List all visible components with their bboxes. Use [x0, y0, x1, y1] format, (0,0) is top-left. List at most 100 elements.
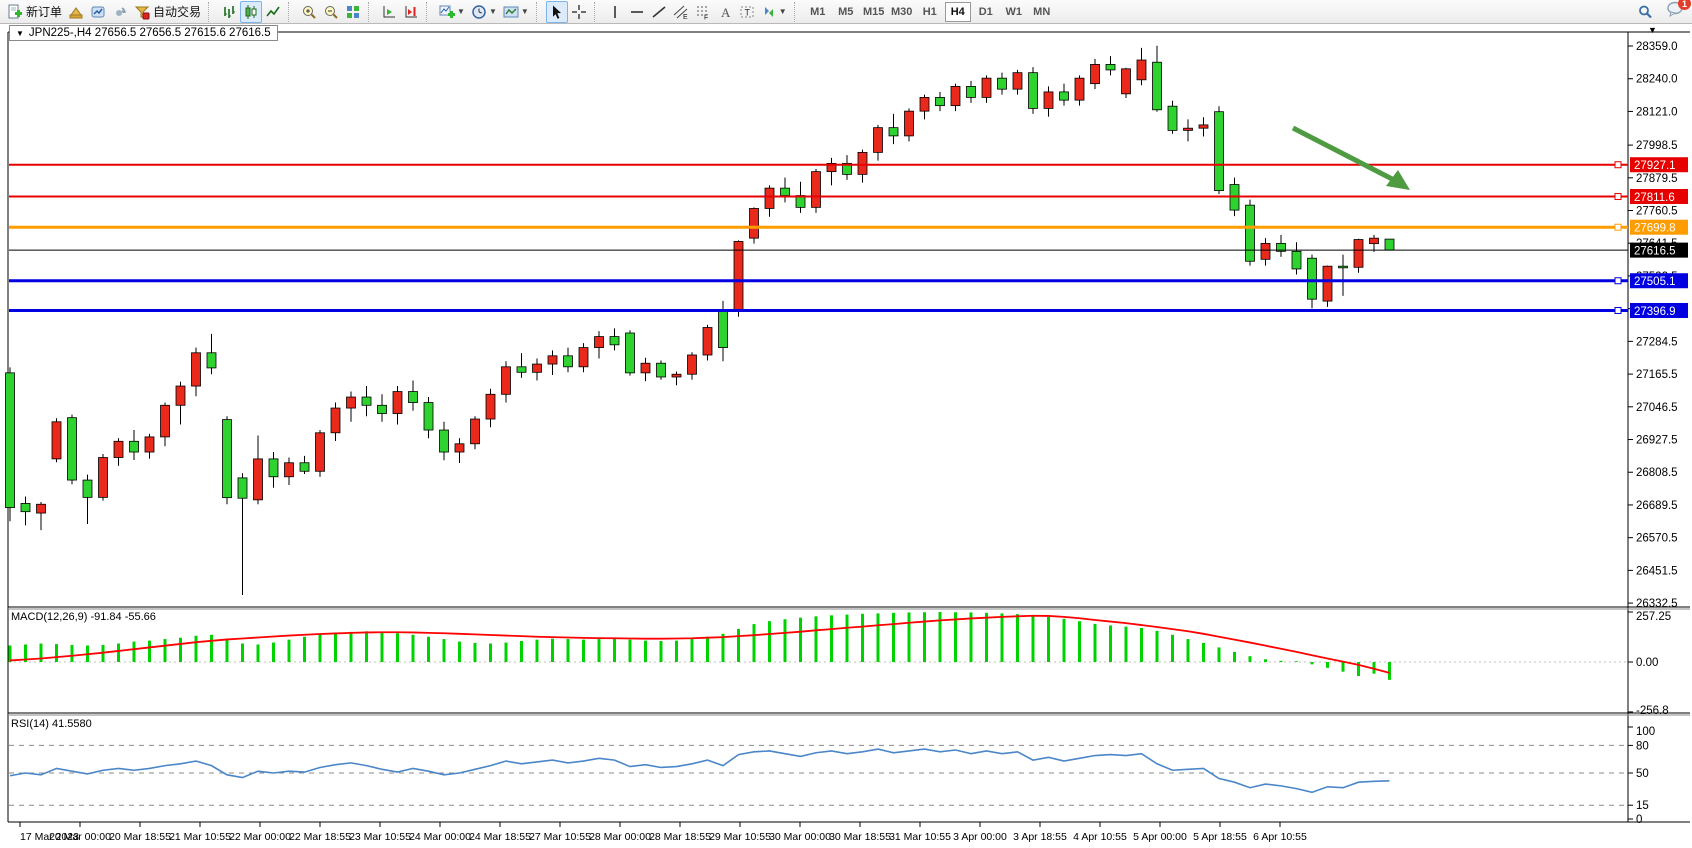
candle[interactable] — [392, 391, 403, 414]
timeframe-button-h1[interactable]: H1 — [922, 5, 937, 18]
candle[interactable] — [1260, 242, 1271, 260]
chart-title-box[interactable]: ▼ JPN225-,H4 27656.5 27656.5 27615.6 2761… — [9, 25, 278, 41]
bar-chart-button[interactable] — [218, 1, 240, 23]
candle[interactable] — [268, 458, 279, 478]
timeframe-button-w1[interactable]: W1 — [1005, 5, 1022, 18]
candle[interactable] — [516, 366, 527, 373]
candle[interactable] — [20, 503, 31, 513]
candle[interactable] — [175, 385, 186, 406]
candle[interactable] — [1307, 257, 1317, 300]
timeframe-button-h4[interactable]: H4 — [944, 1, 971, 22]
zoom-in-button[interactable] — [298, 1, 320, 23]
candle[interactable] — [144, 436, 155, 453]
equidistant-channel-button[interactable]: E — [670, 1, 692, 23]
tile-windows-button[interactable] — [342, 1, 364, 23]
candle[interactable] — [733, 241, 744, 312]
candle[interactable] — [1369, 237, 1379, 245]
candlestick-chart-button[interactable] — [240, 0, 263, 23]
candle[interactable] — [253, 458, 263, 501]
chart-shift-button[interactable] — [400, 1, 422, 23]
candle[interactable] — [594, 336, 604, 348]
candle[interactable] — [966, 86, 976, 98]
candle[interactable] — [1152, 61, 1162, 111]
zoom-out-button[interactable] — [320, 1, 342, 23]
candle[interactable] — [485, 393, 496, 420]
signals-button[interactable] — [109, 1, 131, 23]
candle[interactable] — [578, 347, 589, 368]
candle[interactable] — [625, 332, 635, 374]
candle[interactable] — [408, 391, 418, 403]
candle[interactable] — [191, 352, 201, 387]
candle[interactable] — [237, 477, 248, 499]
candle[interactable] — [919, 97, 930, 112]
candle[interactable] — [1245, 204, 1255, 262]
horizontal-line-button[interactable] — [626, 1, 648, 23]
text-label-button[interactable]: T — [736, 1, 758, 23]
candle[interactable] — [98, 457, 108, 498]
candle[interactable] — [1105, 64, 1116, 71]
level-handle[interactable] — [1614, 306, 1622, 314]
candle[interactable] — [749, 208, 759, 239]
candle[interactable] — [1214, 111, 1224, 191]
periods-button[interactable]: ▼ — [468, 1, 500, 23]
candle[interactable] — [67, 417, 77, 481]
candle[interactable] — [160, 404, 170, 438]
timeframe-button-m30[interactable]: M30 — [891, 5, 913, 18]
candle[interactable] — [547, 355, 558, 365]
text-button[interactable]: A — [714, 1, 736, 23]
candle[interactable] — [299, 462, 310, 472]
vertical-line-button[interactable] — [604, 1, 626, 23]
candle[interactable] — [640, 362, 651, 374]
candle[interactable] — [36, 503, 46, 514]
candle[interactable] — [1384, 238, 1395, 251]
candle[interactable] — [532, 363, 542, 373]
timeframe-button-d1[interactable]: D1 — [978, 5, 993, 18]
candle[interactable] — [935, 97, 945, 107]
candle[interactable] — [702, 327, 713, 356]
level-handle[interactable] — [1614, 192, 1622, 200]
candle[interactable] — [330, 407, 341, 434]
candle[interactable] — [1059, 91, 1069, 101]
candle[interactable] — [1090, 64, 1100, 85]
line-chart-button[interactable] — [262, 1, 284, 23]
candle[interactable] — [764, 187, 775, 209]
candle[interactable] — [315, 432, 325, 472]
level-handle[interactable] — [1614, 161, 1622, 169]
candle[interactable] — [1043, 91, 1054, 109]
candle[interactable] — [609, 336, 620, 346]
scroll-marker-icon[interactable]: ▼ — [1648, 25, 1657, 35]
candle[interactable] — [1028, 72, 1038, 109]
candle[interactable] — [1183, 127, 1193, 131]
candle[interactable] — [439, 429, 449, 453]
candle[interactable] — [51, 421, 62, 460]
candle[interactable] — [113, 440, 124, 458]
crosshair-button[interactable] — [568, 1, 590, 23]
candle[interactable] — [780, 187, 790, 196]
candle[interactable] — [1121, 68, 1131, 95]
search-button[interactable] — [1634, 1, 1656, 23]
candle[interactable] — [1167, 105, 1178, 131]
templates-button[interactable]: ▼ — [500, 1, 532, 23]
candle[interactable] — [5, 372, 15, 508]
candle[interactable] — [687, 354, 697, 375]
chat-button[interactable]: 1 — [1666, 0, 1691, 22]
candle[interactable] — [501, 366, 511, 395]
candle[interactable] — [1291, 250, 1302, 270]
candle[interactable] — [1074, 77, 1085, 101]
candle[interactable] — [361, 396, 372, 406]
candle[interactable] — [563, 355, 573, 368]
candle[interactable] — [1322, 265, 1333, 302]
candle[interactable] — [206, 352, 217, 369]
timeframe-button-m1[interactable]: M1 — [810, 5, 826, 18]
candle[interactable] — [1136, 59, 1147, 81]
auto-scroll-button[interactable] — [378, 1, 400, 23]
market-watch-button[interactable] — [65, 1, 87, 23]
cursor-button[interactable] — [545, 0, 568, 23]
candle[interactable] — [888, 127, 899, 137]
level-handle[interactable] — [1614, 277, 1622, 285]
indicators-button[interactable]: ▼ — [436, 1, 468, 23]
candle[interactable] — [997, 77, 1007, 90]
candle[interactable] — [857, 151, 868, 175]
candle[interactable] — [671, 373, 682, 378]
